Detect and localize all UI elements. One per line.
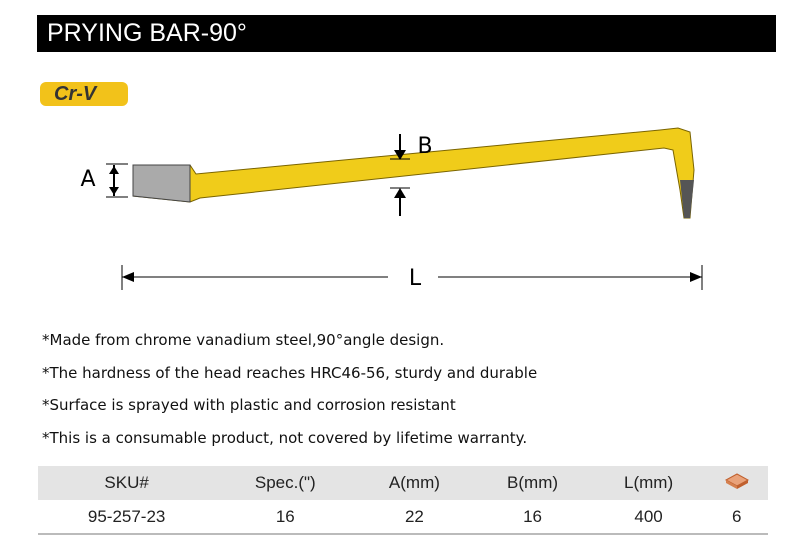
feature: *The hardness of the head reaches HRC46-… bbox=[42, 364, 538, 382]
col-header: Spec.(") bbox=[215, 466, 356, 500]
spec-table: SKU# Spec.(") A(mm) B(mm) L(mm) 95-257-2… bbox=[38, 466, 768, 535]
package-icon bbox=[705, 466, 768, 500]
cell: 400 bbox=[591, 500, 706, 535]
cell: 6 bbox=[705, 500, 768, 535]
cell: 95-257-23 bbox=[38, 500, 216, 535]
feature: *Surface is sprayed with plastic and cor… bbox=[42, 396, 456, 414]
col-header: A(mm) bbox=[355, 466, 474, 500]
label-l: L bbox=[409, 266, 422, 291]
cell: 22 bbox=[355, 500, 474, 535]
title-bar: PRYING BAR-90° bbox=[37, 15, 776, 52]
feature: *This is a consumable product, not cover… bbox=[42, 429, 528, 447]
tool-diagram: A B L bbox=[80, 127, 703, 291]
cell: 16 bbox=[473, 500, 592, 535]
col-header: SKU# bbox=[38, 466, 216, 500]
col-header: L(mm) bbox=[591, 466, 706, 500]
col-header: B(mm) bbox=[473, 466, 592, 500]
material-badge: Cr-V bbox=[40, 82, 128, 106]
label-b: B bbox=[417, 134, 432, 159]
label-a: A bbox=[80, 167, 95, 192]
feature: *Made from chrome vanadium steel,90°angl… bbox=[42, 331, 445, 349]
cell: 16 bbox=[215, 500, 356, 535]
